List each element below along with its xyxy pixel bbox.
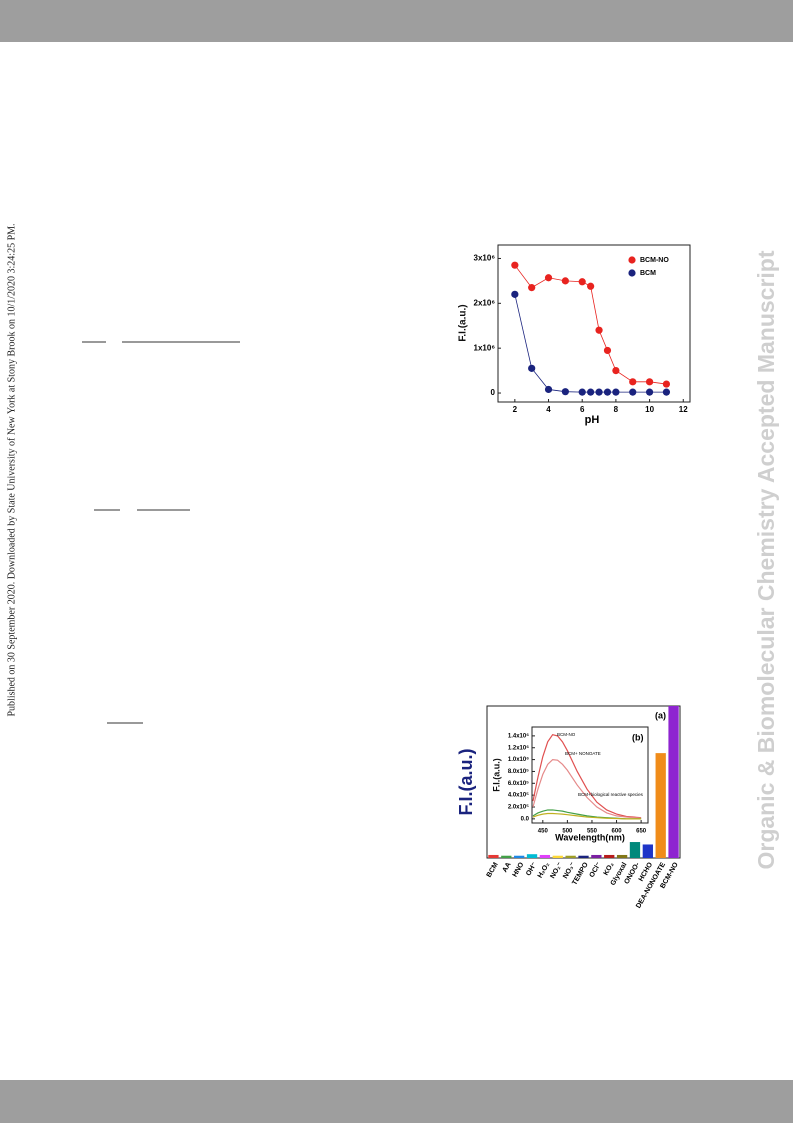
data-point — [612, 388, 620, 396]
series-line — [514, 294, 667, 393]
x-tick-label: 6 — [580, 405, 585, 414]
data-point — [603, 388, 612, 396]
x-tick-label: 500 — [562, 829, 573, 835]
y-tick-label: 1x10⁶ — [474, 343, 496, 352]
bar — [642, 844, 653, 858]
y-tick-label: 1.0x10⁶ — [508, 757, 529, 763]
watermark: Organic & Biomolecular Chemistry Accepte… — [753, 250, 779, 869]
data-point — [645, 388, 654, 396]
y-tick-label: 6.0x10⁵ — [508, 781, 529, 787]
legend-marker — [628, 256, 636, 264]
data-point — [595, 388, 603, 396]
y-tick-label: 2x10⁶ — [474, 298, 496, 307]
bar — [526, 854, 538, 858]
bar — [655, 753, 666, 858]
y-tick-label: 8.0x10⁵ — [508, 769, 529, 775]
x-tick-label: HNO — [512, 861, 526, 878]
x-tick-label: 650 — [636, 829, 647, 835]
data-point — [511, 290, 519, 298]
y-axis-label: F.I.(a.u.) — [458, 304, 469, 341]
x-tick-label: 550 — [587, 829, 598, 835]
y-tick-label: 0 — [491, 388, 496, 397]
data-point — [629, 388, 637, 396]
data-point — [578, 278, 586, 286]
x-tick-label: 8 — [614, 405, 619, 414]
x-tick-label: 10 — [645, 405, 654, 414]
bar — [629, 842, 641, 858]
x-tick-label: KO₂ — [603, 861, 616, 876]
legend-label: BCM — [640, 270, 656, 277]
plot-frame — [531, 726, 649, 824]
y-tick-label: 2.0x10⁵ — [508, 805, 529, 811]
bar — [668, 706, 679, 858]
x-tick-label: OCl⁻ — [589, 861, 603, 879]
data-point — [587, 388, 595, 396]
y-tick-label: 1.2x10⁶ — [508, 745, 529, 751]
bar — [552, 855, 563, 858]
y-tick-label: 0.0 — [521, 816, 530, 822]
data-point — [528, 284, 536, 292]
bar — [514, 855, 525, 858]
bar — [501, 855, 512, 858]
side-note: Published on 30 September 2020. Download… — [6, 223, 17, 716]
y-axis-label: F.I.(a.u.) — [456, 748, 476, 815]
x-tick-label: 12 — [679, 405, 688, 414]
data-point — [662, 388, 671, 396]
legend-label: BCM-NO — [640, 257, 669, 264]
x-tick-label: 4 — [546, 405, 551, 414]
plot-frame — [497, 244, 691, 403]
series-line — [532, 812, 642, 820]
x-tick-label: 2 — [513, 405, 518, 414]
y-axis-label: F.I.(a.u.) — [491, 758, 501, 792]
panel-label: (b) — [632, 732, 644, 742]
y-tick-label: 3x10⁶ — [474, 254, 496, 263]
legend-marker — [628, 269, 636, 277]
data-point — [645, 378, 654, 386]
data-point — [544, 385, 553, 394]
annotation: BCM+ NONOATE — [565, 751, 601, 756]
x-axis-label: Wavelength(nm) — [555, 832, 625, 842]
bar — [539, 854, 551, 858]
footer-bar — [0, 1080, 793, 1123]
bar — [565, 855, 576, 858]
data-point — [578, 388, 586, 396]
data-point — [595, 326, 603, 334]
panel-label: (a) — [655, 710, 666, 720]
y-tick-label: 4.0x10⁵ — [508, 793, 529, 799]
underlines — [82, 341, 240, 724]
data-point — [511, 261, 519, 269]
bar — [488, 854, 499, 858]
y-tick-label: 1.4x10⁶ — [508, 733, 529, 739]
data-point — [587, 282, 595, 290]
header-bar — [0, 0, 793, 42]
x-tick-label: BCM — [486, 861, 500, 878]
bar — [591, 854, 602, 858]
data-point — [603, 346, 612, 355]
annotation: BCM+biological reactive species — [578, 792, 644, 797]
bar — [616, 854, 628, 858]
data-point — [612, 367, 620, 375]
data-point — [561, 277, 569, 285]
data-point — [662, 380, 671, 388]
x-tick-label: 450 — [538, 829, 549, 835]
bar — [604, 854, 615, 858]
bar — [578, 855, 589, 858]
x-tick-label: AA — [502, 861, 513, 873]
data-point — [629, 378, 637, 386]
data-point — [528, 364, 536, 372]
data-point — [544, 274, 553, 282]
x-tick-label: 600 — [612, 829, 623, 835]
annotation: BCM-NO — [557, 732, 576, 737]
x-axis-label: pH — [585, 414, 600, 426]
series-line — [532, 734, 642, 819]
data-point — [561, 388, 569, 396]
series-line — [532, 758, 642, 819]
